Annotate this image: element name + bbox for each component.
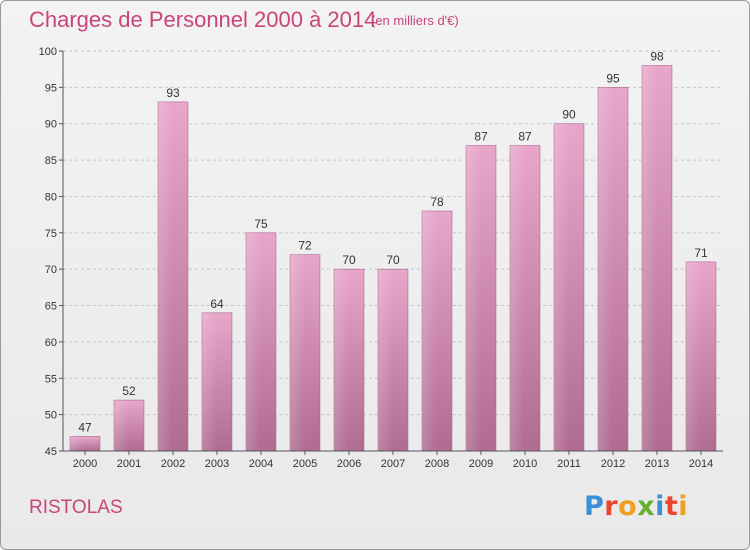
y-tick-label: 65 xyxy=(45,301,57,313)
bar-highlight xyxy=(158,101,173,451)
y-tick-label: 80 xyxy=(45,191,57,203)
logo-letter: r xyxy=(604,491,619,522)
bar-highlight xyxy=(378,269,393,451)
logo-letter: i xyxy=(678,491,689,522)
commune-name: RISTOLAS xyxy=(29,497,123,518)
x-tick-label-2012: 2012 xyxy=(601,458,625,470)
bar-highlight xyxy=(334,269,349,451)
y-tick-label: 50 xyxy=(45,410,57,422)
y-tick-label: 60 xyxy=(45,337,57,349)
data-label-2007: 70 xyxy=(386,253,400,267)
data-label-2005: 72 xyxy=(298,239,312,253)
x-tick-label-2000: 2000 xyxy=(73,458,97,470)
x-tick-label-2004: 2004 xyxy=(249,458,273,470)
bar-highlight xyxy=(290,254,305,451)
bar-highlight xyxy=(70,436,85,451)
chart-subtitle: (en milliers d'€) xyxy=(371,13,459,28)
x-tick-label-2003: 2003 xyxy=(205,458,229,470)
chart-title: Charges de Personnel 2000 à 2014 xyxy=(29,7,377,32)
bar-highlight xyxy=(466,145,481,451)
bar-highlight xyxy=(510,145,525,451)
x-tick-label-2009: 2009 xyxy=(469,458,493,470)
y-tick-label: 100 xyxy=(39,46,57,58)
data-label-2001: 52 xyxy=(122,384,136,398)
data-label-2008: 78 xyxy=(430,195,444,209)
axes xyxy=(59,50,723,455)
data-label-2006: 70 xyxy=(342,253,356,267)
proxiti-logo: Proxiti xyxy=(584,491,688,522)
data-label-2010: 87 xyxy=(518,130,532,144)
bar-highlight xyxy=(598,87,613,451)
data-label-2002: 93 xyxy=(166,86,180,100)
data-label-2012: 95 xyxy=(606,71,620,85)
x-tick-label-2013: 2013 xyxy=(645,458,669,470)
x-tick-label-2002: 2002 xyxy=(161,458,185,470)
x-tick-label-2011: 2011 xyxy=(557,458,581,470)
data-label-2013: 98 xyxy=(650,50,664,64)
x-tick-label-2006: 2006 xyxy=(337,458,361,470)
data-label-2009: 87 xyxy=(474,130,488,144)
data-label-2000: 47 xyxy=(78,420,92,434)
y-tick-label: 45 xyxy=(45,446,57,458)
bar-highlight xyxy=(246,232,261,451)
bar-highlight xyxy=(554,123,569,452)
data-label-2003: 64 xyxy=(210,297,224,311)
logo-letter: x xyxy=(637,491,656,522)
bar-highlight xyxy=(422,211,437,451)
x-tick-label-2007: 2007 xyxy=(381,458,405,470)
logo-letter: i xyxy=(655,491,665,522)
x-tick-label-2008: 2008 xyxy=(425,458,449,470)
y-tick-label: 55 xyxy=(45,373,57,385)
y-tick-label: 85 xyxy=(45,155,57,167)
logo-letter: P xyxy=(584,491,605,522)
x-tick-label-2014: 2014 xyxy=(689,458,713,470)
logo-letter: t xyxy=(664,491,679,522)
y-tick-label: 75 xyxy=(45,228,57,240)
data-label-2014: 71 xyxy=(694,246,708,260)
y-tick-label: 95 xyxy=(45,82,57,94)
x-tick-label-2010: 2010 xyxy=(513,458,537,470)
labels: 45 50 55 60 65 70 75 80 85 90 95 100 47 2000 52 2001 93 2… xyxy=(39,46,714,470)
x-tick-label-2001: 2001 xyxy=(117,458,141,470)
logo-letter: o xyxy=(618,491,638,522)
bar-highlight xyxy=(642,65,657,451)
data-label-2004: 75 xyxy=(254,217,268,231)
bar-highlight xyxy=(202,312,217,451)
x-tick-label-2005: 2005 xyxy=(293,458,317,470)
bar-highlight xyxy=(686,261,701,451)
y-tick-label: 70 xyxy=(45,264,57,276)
y-tick-label: 90 xyxy=(45,119,57,131)
bar-highlight xyxy=(114,400,129,451)
data-label-2011: 90 xyxy=(562,108,576,122)
